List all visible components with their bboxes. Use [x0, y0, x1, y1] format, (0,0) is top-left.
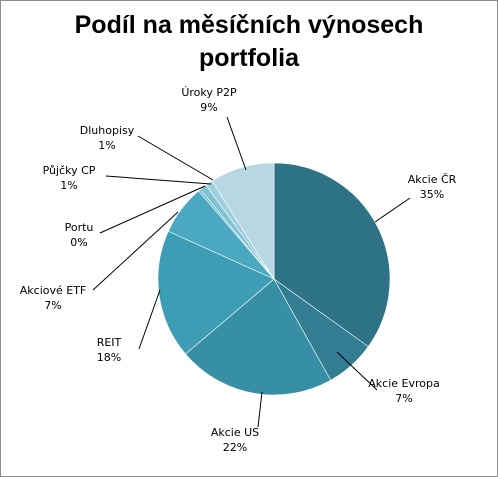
slice-label-value-4: 7%	[44, 299, 61, 312]
slice-label-value-1: 7%	[395, 392, 412, 405]
slice-label-1: Akcie Evropa 7%	[368, 377, 439, 405]
slice-label-0: Akcie ČR 35%	[408, 173, 457, 201]
pie-slice-3	[157, 230, 275, 355]
pie-slice-2	[185, 278, 332, 396]
leader-line-5	[99, 185, 206, 234]
chart-title-line-2: portfolia	[199, 44, 299, 72]
leader-line-4	[92, 211, 179, 291]
slice-label-value-8: 9%	[200, 101, 217, 114]
slice-label-value-2: 22%	[223, 441, 247, 454]
pie-slice-0	[273, 162, 391, 347]
slice-label-4: Akciové ETF 7%	[20, 284, 87, 312]
slice-label-name-3: REIT	[97, 336, 122, 349]
slice-label-7: Dluhopisy 1%	[80, 124, 135, 152]
slice-label-name-6: Půjčky CP	[43, 164, 96, 177]
slice-label-name-1: Akcie Evropa	[368, 377, 439, 390]
slice-label-value-0: 35%	[420, 188, 444, 201]
leader-line-1	[336, 351, 378, 391]
slice-label-name-8: Úroky P2P	[181, 86, 237, 99]
slice-label-5: Portu 0%	[65, 221, 94, 249]
slice-label-name-4: Akciové ETF	[20, 284, 87, 297]
slice-label-6: Půjčky CP 1%	[43, 164, 96, 192]
leader-line-2	[257, 391, 263, 428]
slice-label-3: REIT 18%	[97, 336, 122, 364]
slice-label-name-2: Akcie US	[211, 426, 259, 439]
slice-label-name-7: Dluhopisy	[80, 124, 135, 137]
slice-label-name-0: Akcie ČR	[408, 173, 457, 186]
slice-label-value-6: 1%	[60, 179, 77, 192]
slice-label-8: Úroky P2P 9%	[181, 86, 237, 114]
slice-label-value-3: 18%	[97, 351, 121, 364]
chart-title: Podíl na měsíčních výnosech portfolia	[1, 9, 497, 75]
leader-line-7	[137, 135, 214, 181]
leader-line-6	[105, 175, 212, 185]
pie-slice-8	[211, 162, 275, 281]
slice-label-value-7: 1%	[98, 139, 115, 152]
chart-title-line-1: Podíl na měsíčních výnosech	[74, 11, 424, 39]
leader-line-8	[226, 116, 247, 171]
slice-label-2: Akcie US 22%	[211, 426, 259, 454]
leader-line-3	[138, 289, 161, 350]
slice-label-name-5: Portu	[65, 221, 94, 234]
leader-line-0	[374, 197, 411, 223]
slice-label-value-5: 0%	[70, 236, 87, 249]
